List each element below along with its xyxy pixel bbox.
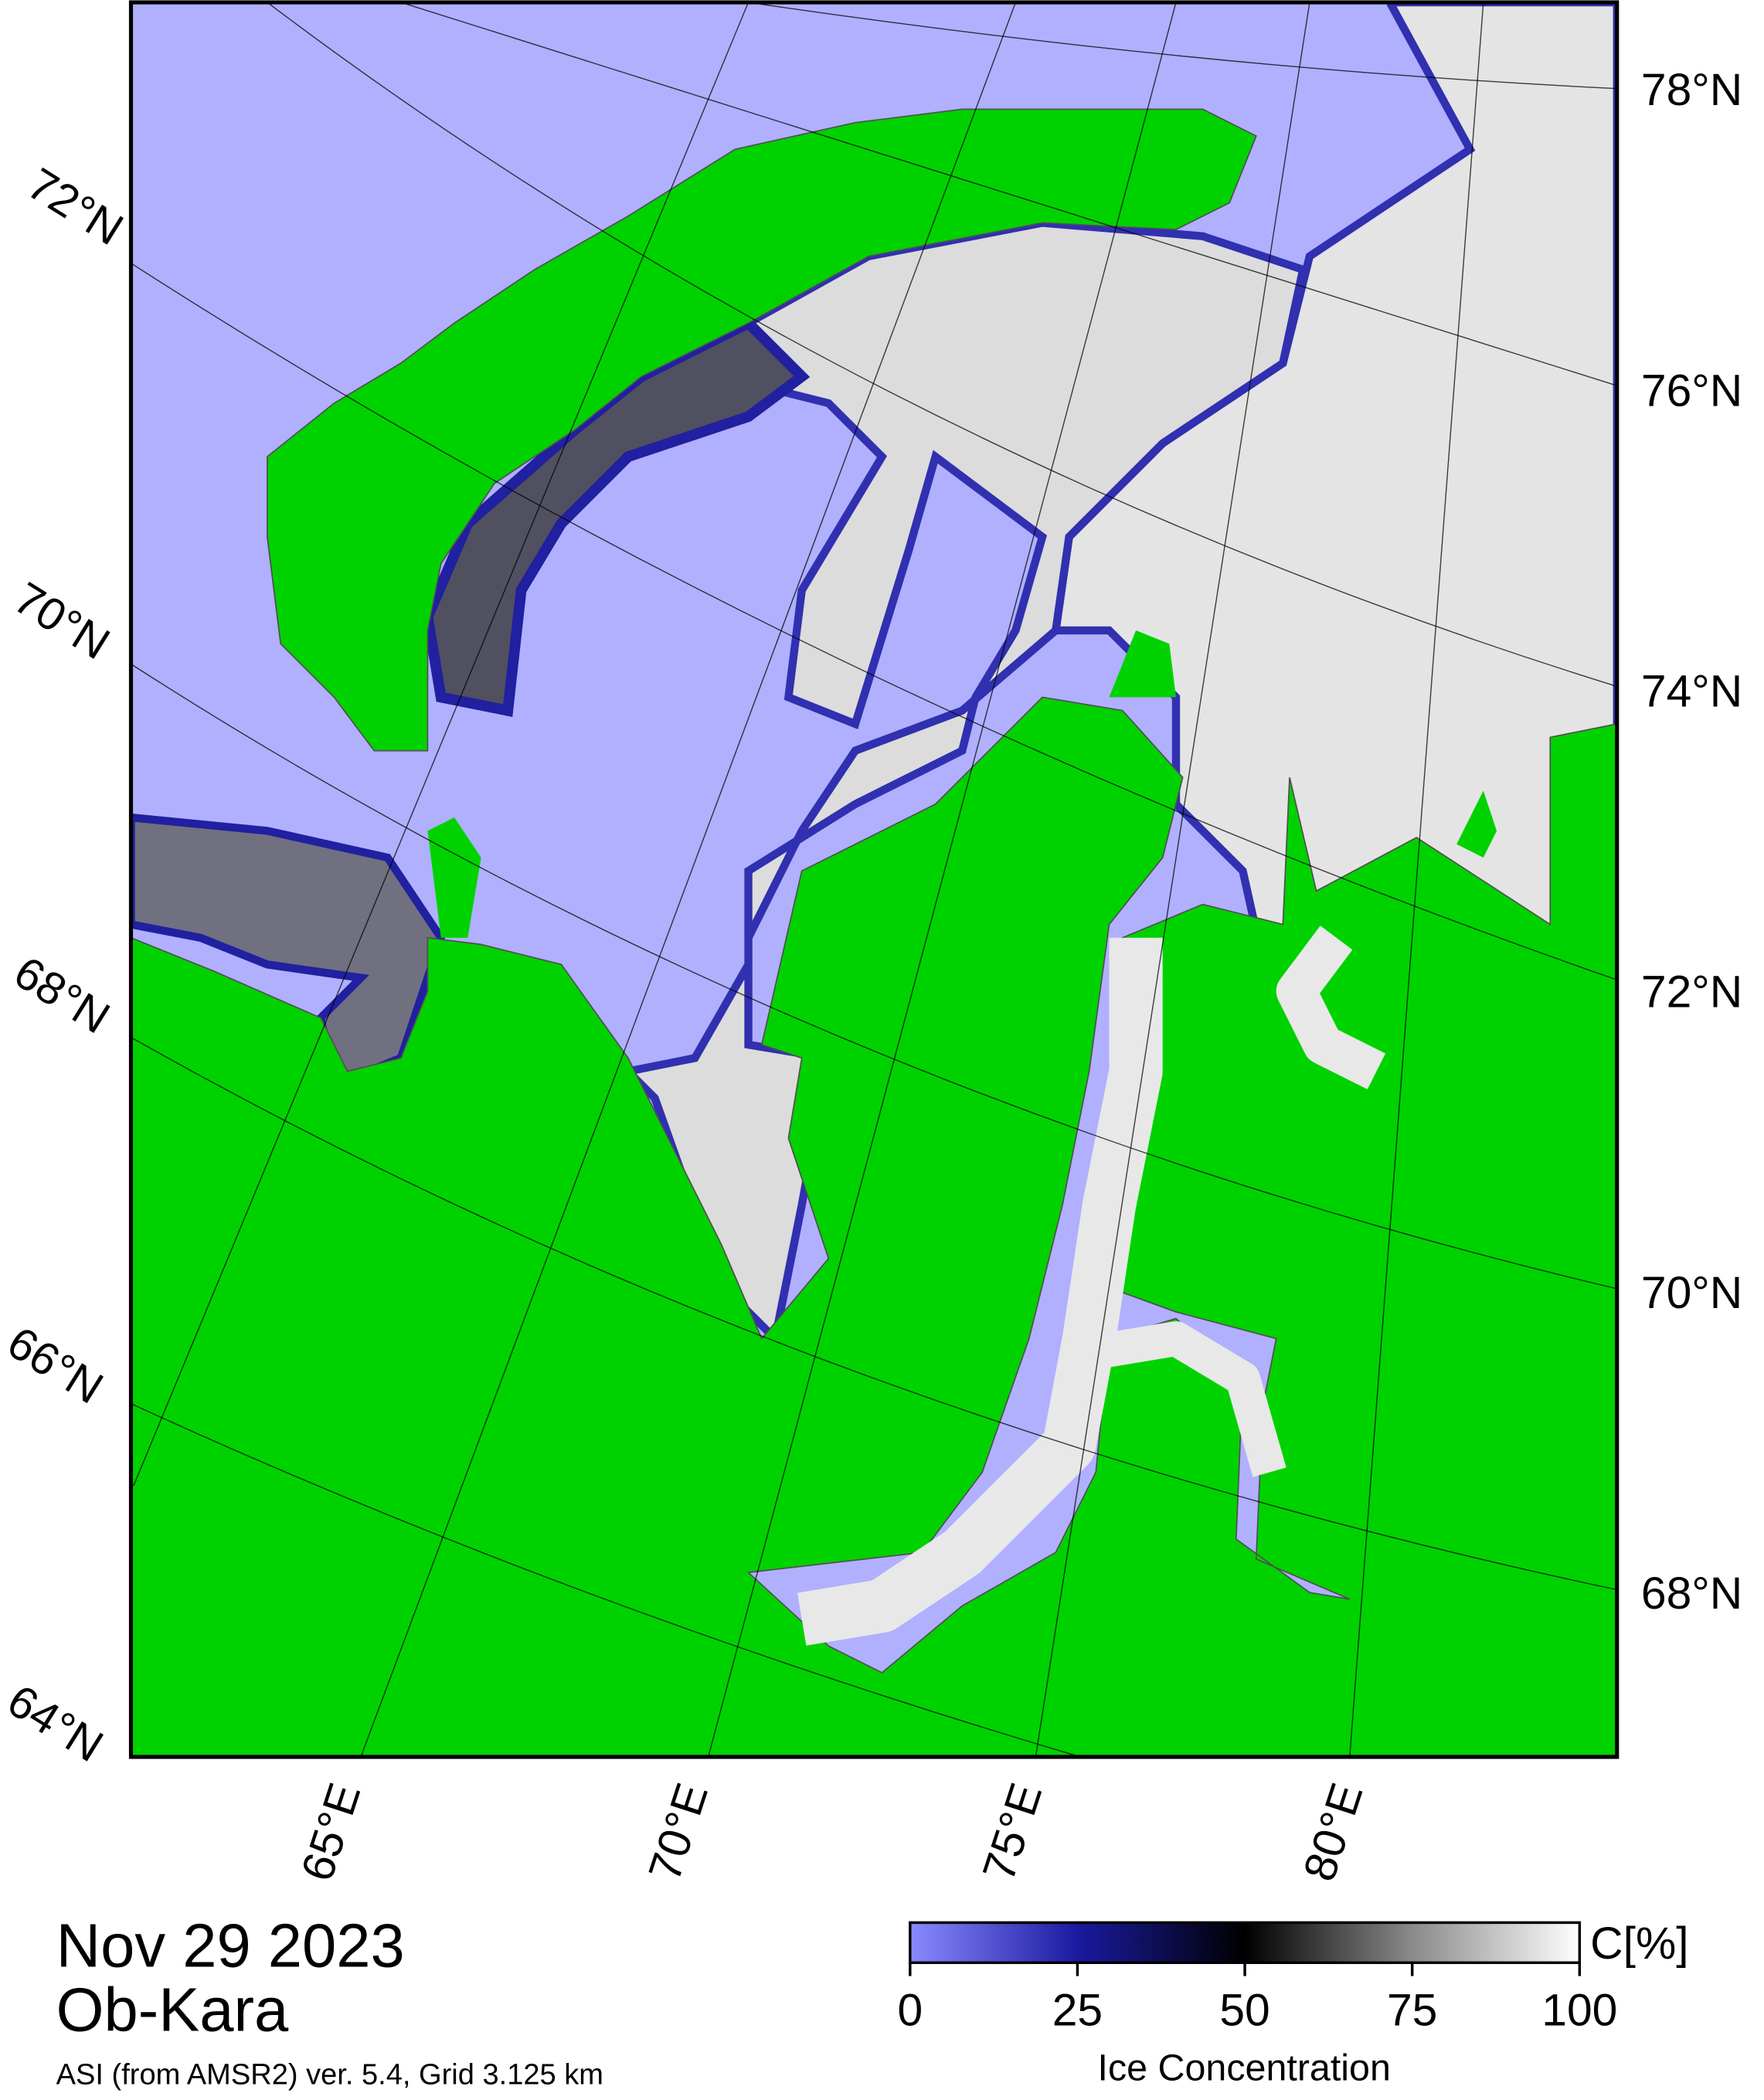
colorbar-tick-label: 0 (897, 1986, 923, 2036)
land (267, 108, 1257, 752)
land (131, 696, 1617, 1757)
lat-label: 70°N (5, 573, 118, 670)
lat-label: 68°N (1641, 1568, 1742, 1619)
lon-label: 75°E (974, 1777, 1052, 1887)
estuary-ice (797, 937, 1163, 1646)
colorbar (909, 1921, 1582, 1965)
lat-label: 68°N (5, 947, 118, 1044)
lat-label: 78°N (1641, 65, 1742, 115)
land (427, 817, 481, 938)
lat-label: 64°N (0, 1675, 111, 1772)
map-area (131, 2, 1617, 1757)
lon-label: 80°E (1294, 1777, 1372, 1887)
map-frame (128, 0, 1620, 1759)
colorbar-label: Ice Concentration (1098, 2047, 1391, 2088)
land (1109, 630, 1176, 698)
lat-label: 66°N (0, 1317, 111, 1414)
colorbar-tick-label: 75 (1387, 1986, 1437, 2036)
sea-ice (620, 219, 1308, 1347)
colorbar-tick-label: 100 (1541, 1986, 1617, 2036)
estuary-ice (1276, 926, 1386, 1089)
colorbar-unit: C[%] (1590, 1918, 1688, 1969)
estuary-ice (1093, 1321, 1286, 1477)
lat-label: 70°N (1641, 1268, 1742, 1318)
lon-label: 65°E (292, 1777, 370, 1887)
lat-label: 72°N (1641, 967, 1742, 1018)
lat-label: 74°N (1641, 667, 1742, 717)
colorbar-ticks: 0 25 50 75 100 (897, 1962, 1617, 2036)
lat-label: 72°N (19, 158, 131, 255)
lat-label: 76°N (1641, 365, 1742, 416)
colorbar-tick-label: 25 (1052, 1986, 1103, 2036)
lon-label: 70°E (640, 1777, 718, 1887)
colorbar-tick-label: 50 (1219, 1986, 1269, 2036)
region: Ob-Kara (56, 1975, 289, 2044)
date: Nov 29 2023 (56, 1911, 405, 1979)
land (1456, 790, 1497, 858)
source: ASI (from AMSR2) ver. 5.4, Grid 3.125 km (56, 2059, 603, 2092)
